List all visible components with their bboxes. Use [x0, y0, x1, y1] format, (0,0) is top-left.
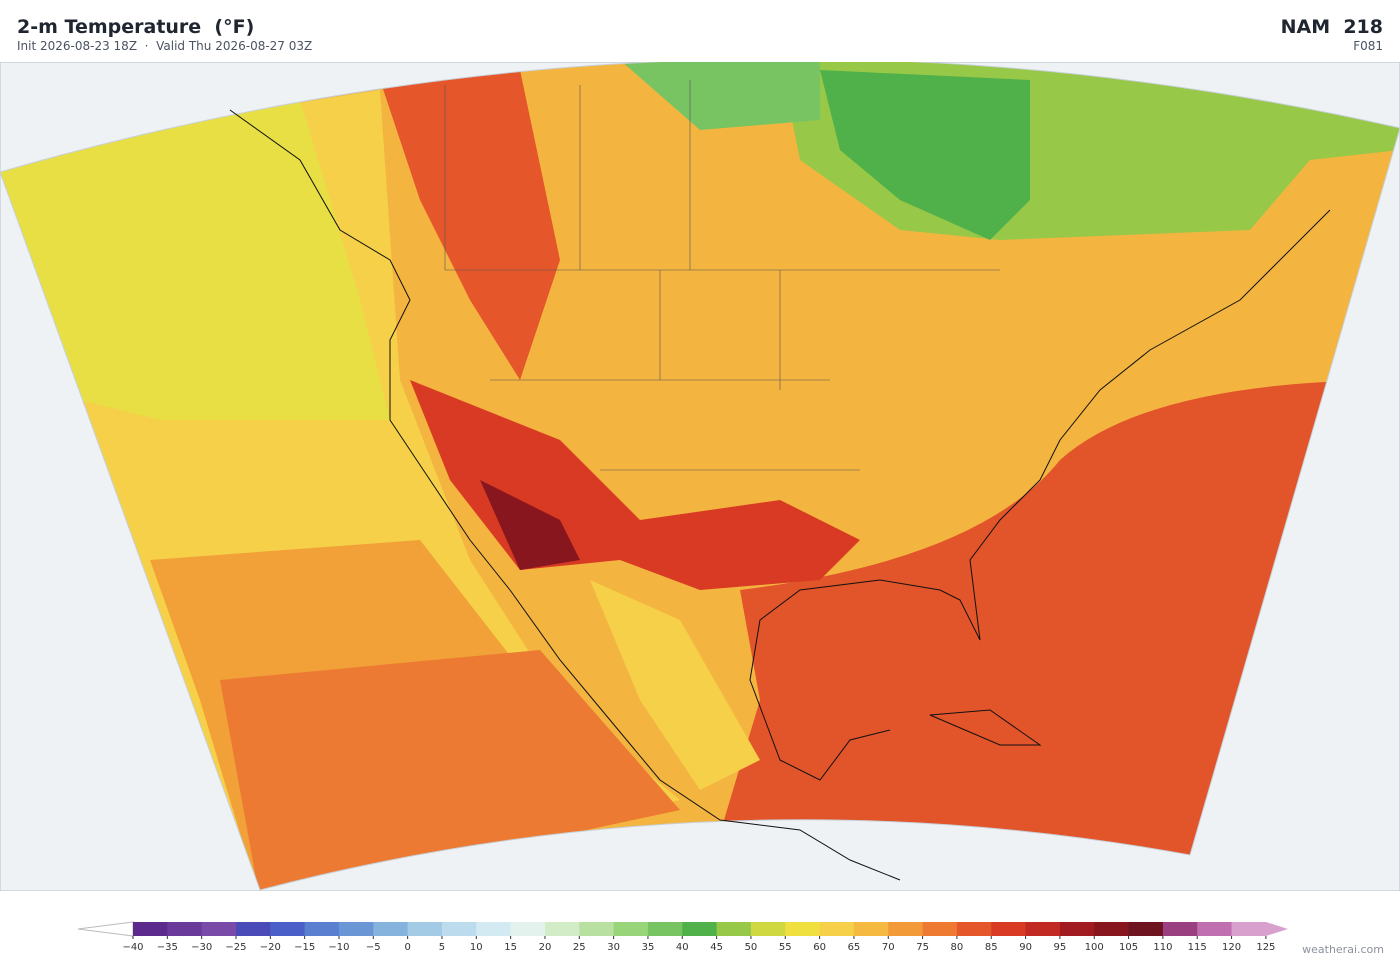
credit: weatherai.com: [1302, 943, 1384, 956]
colorbar-segment: [613, 922, 649, 936]
field-mexico-plateau: [590, 580, 760, 790]
field-rockies-north: [380, 70, 560, 380]
colorbar-segment: [544, 922, 580, 936]
colorbar-over: [1265, 922, 1288, 936]
colorbar: −40 −35 −30 −25 −20 −15 −10 −5 0 5 10 15 20 25 30 35 40 4…: [77, 921, 1288, 953]
colorbar-segment: [750, 922, 786, 936]
header: 2-m Temperature (°F) Init 2026-08-23 18Z…: [0, 0, 1400, 62]
forecast-hour: F081: [1353, 39, 1383, 53]
borders: [444, 80, 1000, 471]
colorbar-segment: [647, 922, 683, 936]
colorbar-segment: [716, 922, 752, 936]
colorbar-segment: [1059, 922, 1095, 936]
colorbar-tick-label: −15: [294, 942, 315, 953]
colorbar-tick-label: −20: [260, 942, 281, 953]
colorbar-tick-label: 30: [607, 942, 620, 953]
colorbar-segment: [853, 922, 889, 936]
field-hudson: [820, 70, 1030, 240]
colorbar-tick-label: 85: [985, 942, 998, 953]
colorbar-segment: [991, 922, 1027, 936]
colorbar-segment: [476, 922, 512, 936]
colorbar-tick-label: −5: [366, 942, 381, 953]
colorbar-tick-label: 10: [470, 942, 483, 953]
colorbar-segment: [1231, 922, 1267, 936]
colorbar-segment: [888, 922, 924, 936]
cuba: [929, 709, 1042, 746]
colorbar-segment: [167, 922, 203, 936]
colorbar-segment: [441, 922, 477, 936]
colorbar-segment: [201, 922, 237, 936]
colorbar-segment: [1128, 922, 1164, 936]
subtitle: Init 2026-08-23 18Z · Valid Thu 2026-08-…: [17, 39, 313, 53]
colorbar-tick-label: 120: [1222, 942, 1241, 953]
colorbar-segment: [133, 922, 168, 936]
colorbar-tick-label: 15: [504, 942, 517, 953]
colorbar-segment: [1162, 922, 1198, 936]
colorbar-tick-label: 105: [1119, 942, 1138, 953]
colorbar-segment: [819, 922, 855, 936]
colorbar-tick-label: 95: [1054, 942, 1067, 953]
colorbar-tick-label: 20: [539, 942, 552, 953]
colorbar-tick-label: 75: [916, 942, 929, 953]
colorbar-tick-label: −30: [191, 942, 212, 953]
colorbar-segment: [304, 922, 340, 936]
colorbar-tick-label: 70: [882, 942, 895, 953]
colorbar-tick-label: 125: [1256, 942, 1275, 953]
colorbar-tick-label: 40: [676, 942, 689, 953]
model: NAM 218: [1280, 16, 1383, 38]
field-pacific-north: [0, 100, 390, 420]
colorbar-tick-label: 50: [745, 942, 758, 953]
colorbar-segment: [956, 922, 992, 936]
domain-edge: [0, 62, 1400, 891]
colorbar-tick-label: 5: [439, 942, 445, 953]
field-pacific-south2: [220, 650, 680, 890]
colorbar-tick-label: 90: [1019, 942, 1032, 953]
colorbar-tick-label: 80: [951, 942, 964, 953]
colorbar-segment: [922, 922, 958, 936]
colorbar-tick-label: −40: [122, 942, 143, 953]
coastline-east: [749, 209, 1331, 781]
colorbar-segment: [373, 922, 409, 936]
field-desert: [480, 480, 580, 570]
colorbar-segment: [338, 922, 374, 936]
colorbar-under: [77, 921, 134, 937]
colorbar-segment: [235, 922, 271, 936]
colorbar-segment: [407, 922, 443, 936]
colorbar-tick-label: 60: [813, 942, 826, 953]
colorbar-tick-label: 0: [404, 942, 410, 953]
colorbar-segment: [1094, 922, 1130, 936]
colorbar-tick-label: 35: [642, 942, 655, 953]
colorbar-segment: [510, 922, 546, 936]
colorbar-tick-label: 45: [710, 942, 723, 953]
coastline-west: [229, 109, 901, 881]
colorbar-tick-label: 65: [848, 942, 861, 953]
field-north: [620, 62, 820, 130]
colorbar-segment: [579, 922, 615, 936]
colorbar-tick-label: 25: [573, 942, 586, 953]
colorbar-tick-label: 55: [779, 942, 792, 953]
map: [0, 62, 1400, 891]
colorbar-segment: [785, 922, 821, 936]
colorbar-tick-label: 110: [1153, 942, 1172, 953]
colorbar-segment: [1197, 922, 1233, 936]
colorbar-tick-label: 115: [1188, 942, 1207, 953]
colorbar-tick-label: −10: [328, 942, 349, 953]
colorbar-tick-label: −25: [225, 942, 246, 953]
colorbar-tick-label: −35: [157, 942, 178, 953]
colorbar-segment: [682, 922, 718, 936]
title: 2-m Temperature (°F): [17, 16, 255, 38]
colorbar-segment: [1025, 922, 1061, 936]
colorbar-segment: [270, 922, 306, 936]
colorbar-tick-label: 100: [1085, 942, 1104, 953]
